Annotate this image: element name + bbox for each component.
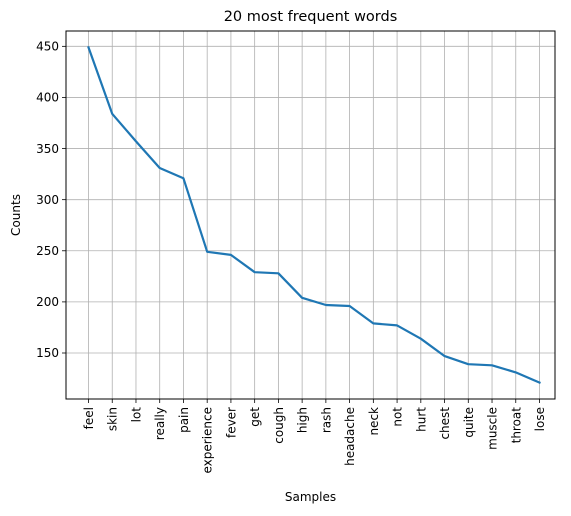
x-tick-label: high: [296, 407, 310, 433]
chart-title: 20 most frequent words: [224, 9, 398, 25]
x-tick-label: throat: [509, 407, 523, 444]
plot-frame: [65, 30, 556, 400]
x-tick-label: cough: [272, 407, 286, 444]
grid: [66, 31, 555, 399]
y-axis-title: Counts: [9, 194, 23, 236]
x-axis: feel skin lot really pain experience fever get c…: [82, 399, 547, 474]
x-tick-label: quite: [462, 407, 476, 438]
x-tick-label: skin: [106, 407, 120, 431]
x-tick-label: rash: [319, 407, 333, 433]
y-tick-label: 200: [36, 295, 59, 309]
series-line: [87, 45, 541, 385]
y-tick-label: 250: [36, 244, 59, 258]
x-tick-label: headache: [343, 407, 357, 466]
x-tick-label: lot: [129, 407, 143, 423]
x-tick-label: muscle: [486, 407, 500, 450]
x-tick-label: feel: [82, 407, 96, 429]
x-tick-label: neck: [367, 407, 381, 436]
x-tick-label: chest: [438, 407, 452, 440]
x-tick-label: lose: [533, 407, 547, 431]
y-tick-label: 150: [36, 346, 59, 360]
x-tick-label: experience: [201, 407, 215, 474]
y-tick-label: 450: [36, 40, 59, 54]
y-tick-label: 350: [36, 142, 59, 156]
x-tick-label: get: [248, 407, 262, 427]
x-axis-title: Samples: [285, 490, 336, 504]
x-tick-label: pain: [177, 407, 191, 433]
x-tick-label: hurt: [414, 407, 428, 432]
x-tick-label: really: [153, 407, 167, 440]
x-tick-label: fever: [224, 407, 238, 438]
y-axis: 150 200 250 300 350 400 450: [36, 40, 66, 360]
plot-area: [87, 45, 541, 385]
x-tick-label: not: [391, 407, 405, 427]
y-tick-label: 300: [36, 193, 59, 207]
y-tick-label: 400: [36, 91, 59, 105]
